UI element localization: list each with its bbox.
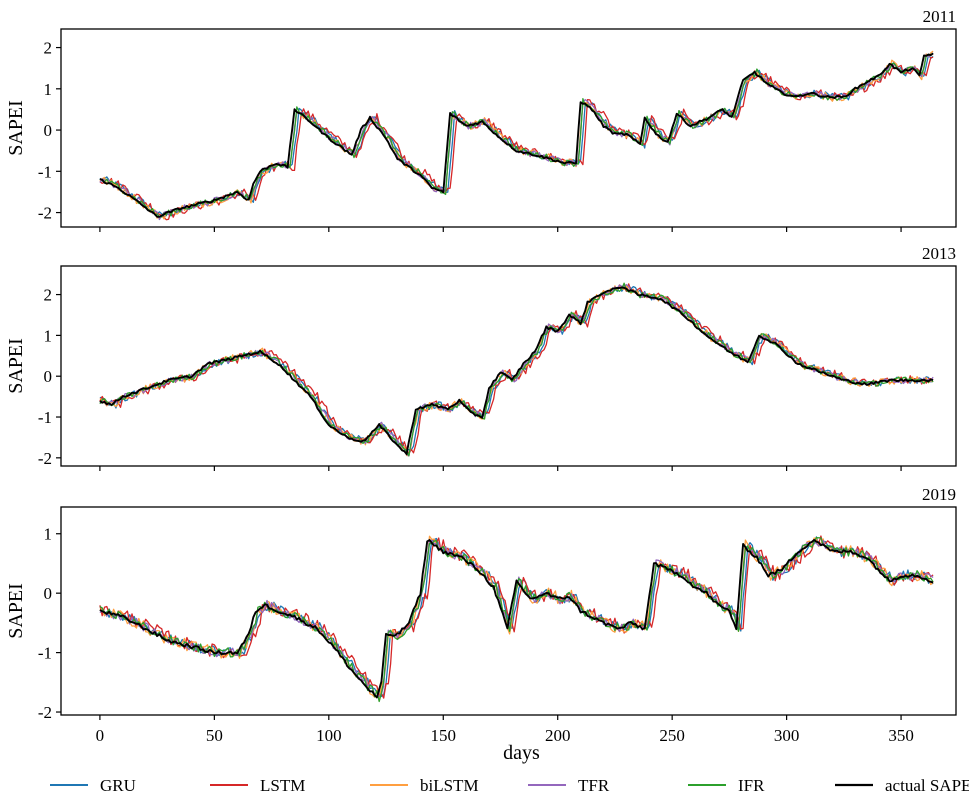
- series-line-actual-SAPEI-2013: [99, 286, 934, 456]
- panel-frame-2011: [60, 28, 957, 228]
- series-line-LSTM-2019: [99, 535, 934, 699]
- legend-label-GRU: GRU: [100, 776, 136, 795]
- series-line-biLSTM-2013: [99, 284, 934, 457]
- y-tick-label-2011--2: -2: [38, 204, 52, 223]
- x-tick-label-0: 0: [96, 726, 105, 745]
- legend-label-actual-SAPEI: actual SAPEI: [885, 776, 969, 795]
- y-tick-label-2013--2: -2: [38, 449, 52, 468]
- series-group-2013: [99, 282, 934, 457]
- legend: GRU LSTM biLSTM TFR IFR actual SAPEI: [50, 776, 969, 795]
- legend-label-TFR: TFR: [578, 776, 610, 795]
- legend-label-biLSTM: biLSTM: [420, 776, 479, 795]
- y-axis-label-2019: SAPEI: [5, 583, 27, 639]
- y-tick-label-2011-0: 0: [44, 121, 53, 140]
- panel-title-2011: 2011: [923, 7, 956, 26]
- x-tick-label-100: 100: [316, 726, 342, 745]
- legend-label-IFR: IFR: [738, 776, 765, 795]
- series-line-actual-SAPEI-2019: [99, 538, 934, 699]
- series-line-IFR-2019: [99, 537, 934, 703]
- series-line-IFR-2011: [99, 53, 934, 218]
- x-tick-label-50: 50: [206, 726, 223, 745]
- y-tick-label-2019-1: 1: [44, 525, 53, 544]
- panel-frame-2013: [60, 265, 957, 467]
- series-line-IFR-2013: [99, 282, 934, 457]
- x-axis-label: days: [503, 742, 540, 764]
- series-line-TFR-2013: [99, 283, 934, 457]
- y-tick-label-2019-0: 0: [44, 584, 53, 603]
- series-group-2019: [99, 535, 934, 703]
- y-tick-label-2013-1: 1: [44, 326, 53, 345]
- y-tick-label-2019--1: -1: [38, 644, 52, 663]
- panel-title-2013: 2013: [922, 244, 956, 263]
- y-axis-label-2011: SAPEI: [5, 100, 27, 156]
- y-tick-label-2013-2: 2: [44, 286, 53, 305]
- y-tick-label-2013-0: 0: [44, 367, 53, 386]
- y-tick-label-2011-1: 1: [44, 80, 53, 99]
- series-line-TFR-2011: [99, 52, 934, 221]
- y-tick-label-2013--1: -1: [38, 408, 52, 427]
- x-tick-label-350: 350: [888, 726, 914, 745]
- y-tick-label-2019--2: -2: [38, 703, 52, 722]
- x-tick-label-200: 200: [545, 726, 571, 745]
- x-tick-label-150: 150: [431, 726, 457, 745]
- panel-frame-2019: [60, 506, 957, 716]
- x-tick-label-300: 300: [774, 726, 800, 745]
- y-axis-label-2013: SAPEI: [5, 338, 27, 394]
- series-group-2011: [99, 50, 934, 221]
- series-line-GRU-2011: [99, 53, 934, 218]
- panel-title-2019: 2019: [922, 485, 956, 504]
- series-line-biLSTM-2011: [99, 50, 934, 220]
- x-tick-label-250: 250: [659, 726, 685, 745]
- y-tick-label-2011-2: 2: [44, 39, 53, 58]
- legend-label-LSTM: LSTM: [260, 776, 305, 795]
- series-line-actual-SAPEI-2011: [99, 52, 934, 218]
- y-tick-label-2011--1: -1: [38, 162, 52, 181]
